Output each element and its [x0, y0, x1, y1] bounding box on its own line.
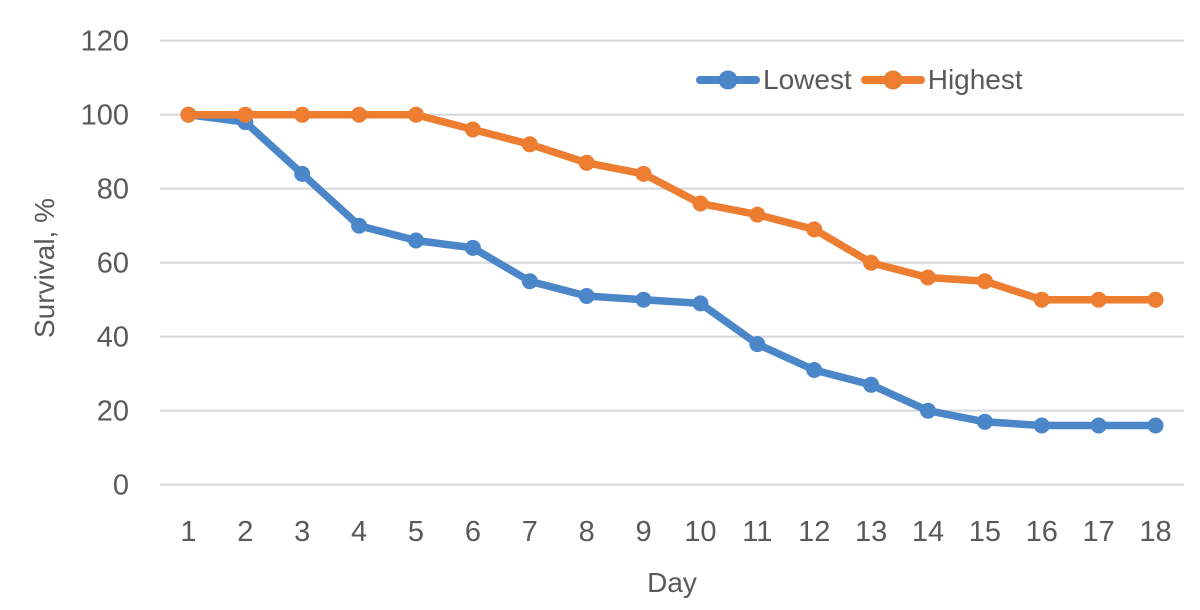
- svg-text:3: 3: [294, 516, 310, 548]
- legend-label-highest: Highest: [927, 64, 1023, 95]
- svg-text:1: 1: [180, 516, 196, 548]
- svg-text:8: 8: [579, 516, 595, 548]
- svg-text:20: 20: [97, 396, 129, 428]
- svg-text:4: 4: [351, 516, 367, 548]
- svg-text:7: 7: [522, 516, 538, 548]
- svg-text:2: 2: [237, 516, 253, 548]
- svg-text:10: 10: [684, 516, 716, 548]
- svg-text:12: 12: [798, 516, 830, 548]
- svg-text:14: 14: [912, 516, 944, 548]
- svg-text:100: 100: [81, 100, 129, 132]
- legend-item-highest: Highest: [860, 66, 1023, 94]
- legend-label-lowest: Lowest: [763, 64, 852, 95]
- y-axis-title: Survival, %: [29, 197, 60, 339]
- svg-text:120: 120: [81, 26, 129, 58]
- svg-text:40: 40: [97, 322, 129, 354]
- highest-series-swatch-icon: [860, 70, 925, 90]
- legend-item-lowest: Lowest: [695, 66, 852, 94]
- svg-text:16: 16: [1026, 516, 1058, 548]
- svg-text:6: 6: [465, 516, 481, 548]
- svg-text:13: 13: [855, 516, 887, 548]
- svg-text:80: 80: [97, 174, 129, 206]
- legend: Lowest Highest: [695, 66, 1023, 94]
- lowest-series-swatch-icon: [696, 70, 760, 90]
- svg-text:18: 18: [1139, 516, 1171, 548]
- svg-text:0: 0: [113, 470, 129, 502]
- svg-text:9: 9: [635, 516, 651, 548]
- svg-text:5: 5: [408, 516, 424, 548]
- svg-text:60: 60: [97, 248, 129, 280]
- svg-text:17: 17: [1083, 516, 1115, 548]
- svg-text:15: 15: [969, 516, 1001, 548]
- svg-text:11: 11: [742, 516, 772, 548]
- x-axis-title: Day: [647, 567, 697, 598]
